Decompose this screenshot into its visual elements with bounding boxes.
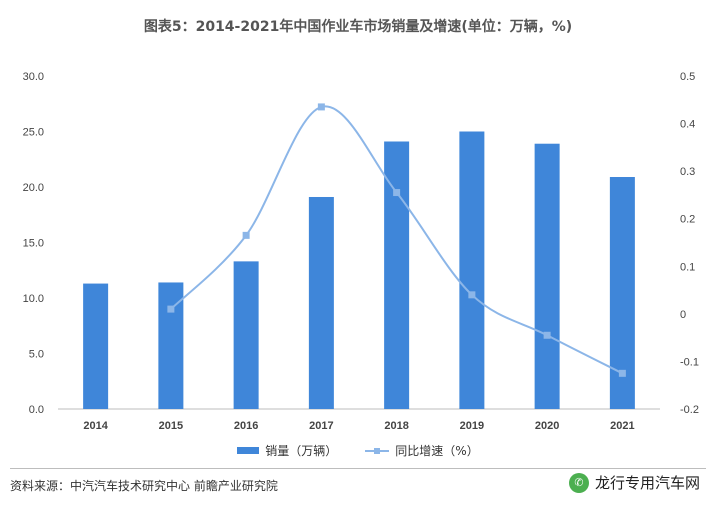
- legend-swatch-line: [365, 446, 390, 456]
- bar-2020: [534, 143, 560, 409]
- bar-series: [83, 131, 635, 410]
- legend-item-growth: 同比增速（%）: [365, 442, 479, 459]
- category-label: 2021: [610, 420, 634, 432]
- legend-label-sales: 销量（万辆）: [265, 444, 338, 458]
- right-tick-label: 0: [680, 309, 686, 321]
- brand-watermark: ✆ 龙行专用汽车网: [568, 472, 700, 493]
- bar-2016: [233, 261, 259, 409]
- brand-name: 龙行专用汽车网: [594, 474, 700, 492]
- right-tick-label: 0.2: [680, 214, 695, 226]
- left-tick-label: 5.0: [29, 349, 44, 361]
- wechat-icon: ✆: [568, 472, 589, 493]
- left-tick-label: 25.0: [23, 127, 44, 139]
- right-tick-label: 0.1: [680, 261, 695, 273]
- bar-2017: [308, 196, 334, 409]
- category-label: 2019: [460, 420, 484, 432]
- right-tick-label: 0.4: [680, 119, 695, 131]
- category-label: 2016: [234, 420, 258, 432]
- category-label: 2017: [309, 420, 333, 432]
- left-tick-label: 15.0: [23, 238, 44, 250]
- growth-point-2017: [317, 103, 325, 111]
- right-axis-ticks: -0.2 -0.1 0 0.1 0.2 0.3 0.4 0.5: [680, 71, 699, 416]
- legend-item-sales: 销量（万辆）: [237, 442, 337, 459]
- right-tick-label: -0.2: [680, 404, 699, 416]
- category-label: 2018: [384, 420, 408, 432]
- growth-point-2020: [543, 331, 551, 339]
- category-label: 2020: [535, 420, 559, 432]
- chart-title: 图表5：2014-2021年中国作业车市场销量及增速(单位：万辆，%): [143, 19, 573, 35]
- legend: 销量（万辆） 同比增速（%）: [0, 442, 716, 459]
- legend-swatch-bar: [237, 447, 260, 454]
- left-axis-ticks: 0.0 5.0 10.0 15.0 20.0 25.0 30.0: [23, 71, 44, 416]
- growth-point-2019: [468, 291, 476, 299]
- left-tick-label: 0.0: [29, 404, 44, 416]
- growth-points: [167, 103, 626, 377]
- bar-2018: [384, 141, 410, 410]
- source-note: 资料来源：中汽汽车技术研究中心 前瞻产业研究院: [10, 479, 278, 493]
- bar-2019: [459, 131, 485, 409]
- left-tick-label: 10.0: [23, 293, 44, 305]
- growth-point-2015: [167, 305, 175, 313]
- category-label: 2015: [159, 420, 183, 432]
- bar-2014: [83, 283, 109, 409]
- footer-divider: [10, 468, 706, 469]
- bar-2015: [158, 282, 184, 409]
- legend-label-growth: 同比增速（%）: [395, 444, 479, 458]
- right-tick-label: 0.3: [680, 166, 695, 178]
- growth-point-2021: [618, 369, 626, 377]
- category-label: 2014: [83, 420, 108, 432]
- right-tick-label: 0.5: [680, 71, 695, 83]
- right-tick-label: -0.1: [680, 356, 699, 368]
- left-tick-label: 20.0: [23, 182, 44, 194]
- left-tick-label: 30.0: [23, 71, 44, 83]
- growth-point-2018: [393, 189, 401, 197]
- growth-point-2016: [242, 231, 250, 239]
- category-labels: 2014 2015 2016 2017 2018 2019 2020 2021: [83, 420, 634, 432]
